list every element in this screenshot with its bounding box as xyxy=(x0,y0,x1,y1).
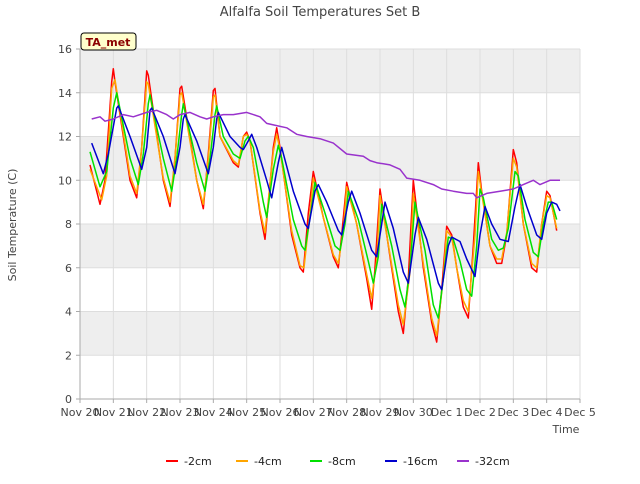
x-tick-label: Nov 27 xyxy=(294,406,333,419)
legend-label: -32cm xyxy=(475,455,510,468)
legend-label: -2cm xyxy=(184,455,212,468)
series-line xyxy=(89,92,558,319)
series-line xyxy=(89,78,558,337)
y-tick-label: 10 xyxy=(58,174,72,187)
x-tick-label: Nov 30 xyxy=(394,406,433,419)
y-tick-label: 14 xyxy=(58,87,72,100)
x-tick-label: Nov 23 xyxy=(161,406,200,419)
legend: -2cm -4cm -8cm -16cm -32cm xyxy=(166,455,510,468)
y-axis-label: Soil Temperature (C) xyxy=(6,169,19,282)
plot-band xyxy=(80,136,580,181)
y-tick-label: 4 xyxy=(65,306,72,319)
legend-label: -4cm xyxy=(254,455,282,468)
legend-label: -8cm xyxy=(328,455,356,468)
ta-met-badge: TA_met xyxy=(80,32,137,51)
y-tick-label: 16 xyxy=(58,43,72,56)
x-tick-label: Nov 21 xyxy=(94,406,133,419)
y-tick-label: 12 xyxy=(58,131,72,144)
x-axis-label: Time xyxy=(552,423,580,436)
x-tick-label: Dec 5 xyxy=(564,406,596,419)
badge-label: TA_met xyxy=(86,36,131,49)
x-tick-label: Nov 29 xyxy=(361,406,400,419)
x-tick-label: Nov 25 xyxy=(227,406,266,419)
y-tick-label: 2 xyxy=(65,349,72,362)
legend-label: -16cm xyxy=(403,455,438,468)
x-tick-label: Dec 1 xyxy=(431,406,463,419)
x-tick-label: Dec 2 xyxy=(464,406,496,419)
x-tick-label: Nov 22 xyxy=(127,406,166,419)
x-tick-label: Dec 4 xyxy=(531,406,563,419)
series-line xyxy=(90,105,561,291)
y-tick-label: 6 xyxy=(65,262,72,275)
x-tick-label: Nov 28 xyxy=(327,406,366,419)
y-tick-label: 0 xyxy=(65,393,72,406)
x-tick-label: Dec 3 xyxy=(497,406,529,419)
plot-band xyxy=(80,311,580,356)
chart-title: Alfalfa Soil Temperatures Set B xyxy=(220,5,421,20)
y-tick-label: 8 xyxy=(65,218,72,231)
x-tick-label: Nov 20 xyxy=(61,406,100,419)
x-tick-label: Nov 26 xyxy=(261,406,300,419)
x-tick-label: Nov 24 xyxy=(194,406,233,419)
plot-band xyxy=(80,49,580,93)
series-layer xyxy=(89,67,561,343)
series-line xyxy=(91,109,560,199)
